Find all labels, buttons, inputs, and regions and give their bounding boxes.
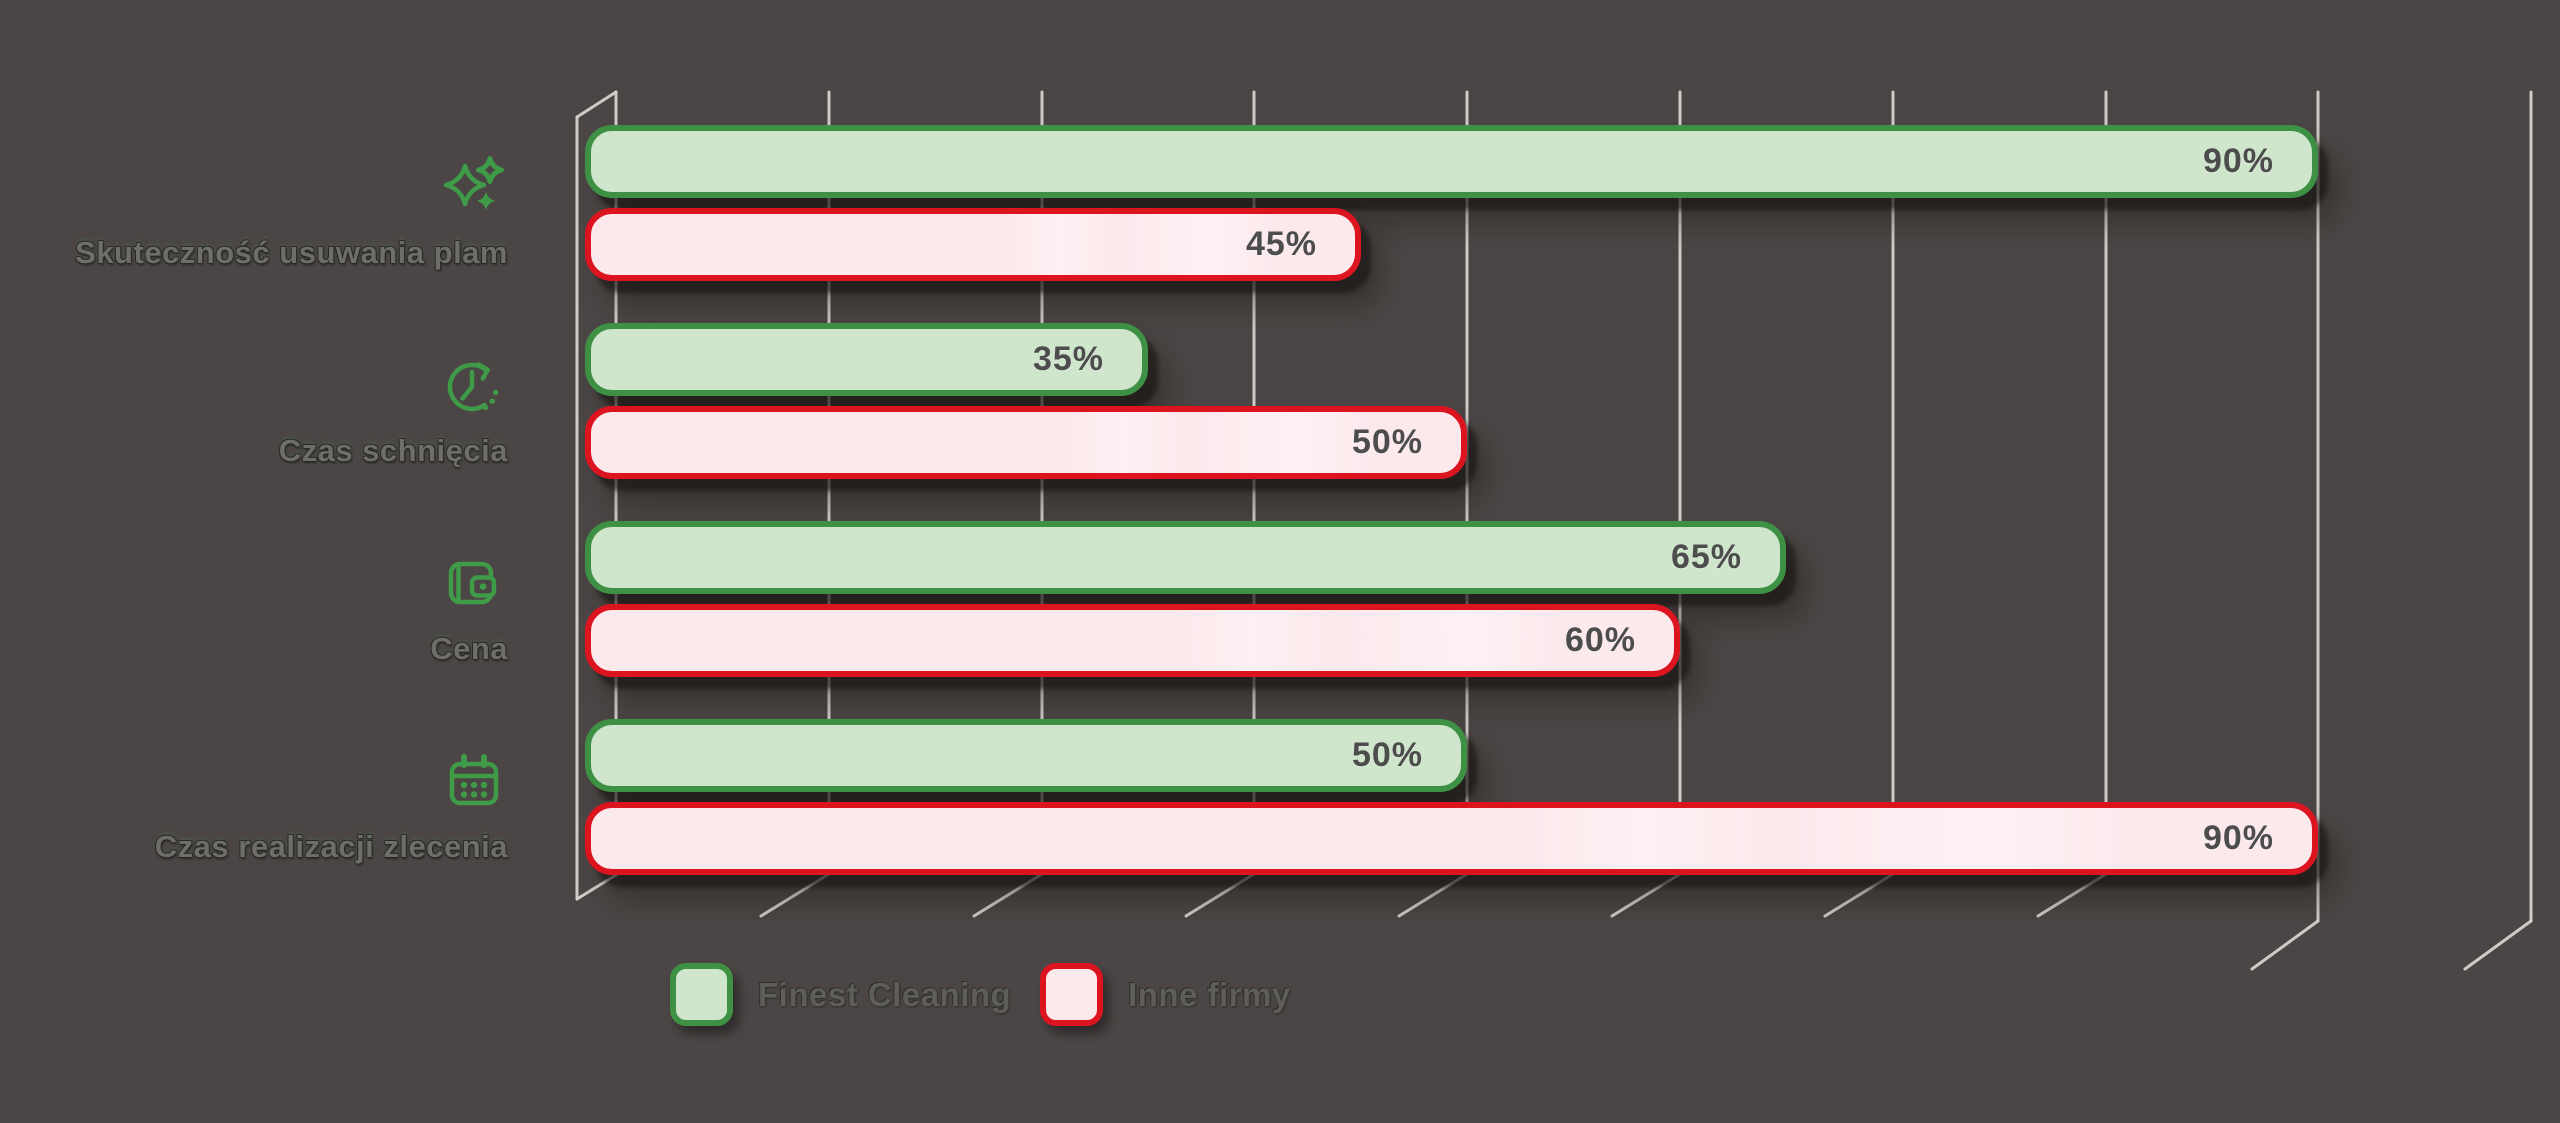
bar-value-label: 90%	[2202, 142, 2274, 180]
bar-inne-firmy-cat3: 90%	[585, 802, 2318, 875]
category-label: Cena	[430, 631, 508, 666]
legend-swatch-finest-cleaning	[670, 963, 733, 1026]
bar-finest-cleaning-cat3: 50%	[585, 719, 1467, 792]
bar-inne-firmy-cat1: 50%	[585, 406, 1467, 479]
legend-item-finest-cleaning: Finest Cleaning	[670, 963, 1011, 1026]
category-1: Czas schnięcia	[279, 353, 508, 469]
category-label: Czas schnięcia	[278, 433, 508, 468]
bar-inne-firmy-cat0: 45%	[585, 208, 1361, 281]
bar-finest-cleaning-cat2: 65%	[585, 521, 1786, 594]
category-0: Skuteczność usuwania plam	[75, 155, 508, 271]
legend-swatch-inne-firmy	[1040, 963, 1103, 1026]
category-2: Cena	[430, 551, 508, 667]
legend-item-inne-firmy: Inne firmy	[1040, 963, 1291, 1026]
bar-finest-cleaning-cat0: 90%	[585, 125, 2318, 198]
legend-label-inne-firmy: Inne firmy	[1128, 975, 1291, 1013]
bar-value-label: 45%	[1245, 225, 1317, 263]
bar-value-label: 60%	[1564, 621, 1636, 659]
category-3: Czas realizacji zlecenia	[155, 749, 508, 865]
legend-label-finest-cleaning: Finest Cleaning	[758, 975, 1012, 1013]
bar-finest-cleaning-cat1: 35%	[585, 323, 1148, 396]
bar-value-label: 50%	[1351, 736, 1423, 774]
category-label: Skuteczność usuwania plam	[75, 235, 508, 270]
calendar-icon	[442, 749, 506, 813]
bar-inne-firmy-cat2: 60%	[585, 604, 1680, 677]
bar-value-label: 90%	[2202, 819, 2274, 857]
wallet-icon	[442, 551, 506, 615]
bar-value-label: 35%	[1032, 340, 1104, 378]
sparkles-icon	[442, 155, 506, 219]
bar-value-label: 50%	[1351, 423, 1423, 461]
category-label: Czas realizacji zlecenia	[154, 829, 508, 864]
bar-value-label: 65%	[1670, 538, 1742, 576]
clock-history-icon	[442, 353, 506, 417]
